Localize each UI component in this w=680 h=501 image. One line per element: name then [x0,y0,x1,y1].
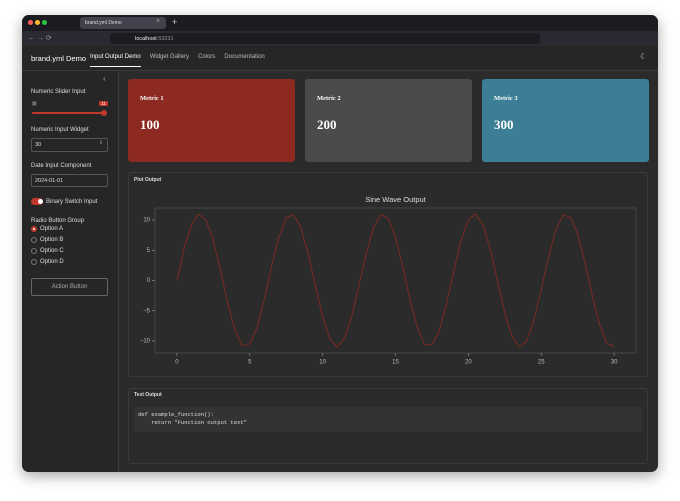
slider-value: 11 [99,101,108,106]
y-tick-label: 0 [147,278,151,284]
brand: brand.yml Demo [31,54,87,63]
x-tick-label: 30 [611,360,618,366]
nav-tabs: Input Output Demo Widget Gallery Colors Doc… [90,51,265,69]
radio-row: Option D [31,259,64,265]
code-block: def example_function(): return "Function… [134,407,642,432]
radio[interactable] [31,226,37,232]
button-label: Action Button [51,284,88,290]
url: localhost:53231 [135,36,174,42]
min-dot[interactable] [35,20,40,25]
radio-row: Option C [31,248,64,254]
url-bar[interactable] [110,33,540,44]
date-value: 2024-01-01 [35,178,64,184]
nav-tab[interactable]: Widget Gallery [149,54,190,60]
metric-card [128,79,295,162]
metric-value: 100 [140,117,160,132]
switch-label: Binary Switch Input [46,199,98,205]
collapse[interactable]: ‹ [103,74,106,83]
switch[interactable] [31,198,43,205]
slider-label: Numeric Slider Input [31,89,86,95]
chart-title: Sine Wave Output [365,195,427,204]
radio-option: Option C [40,248,64,254]
metric-value: 200 [317,117,337,132]
x-tick-label: 20 [465,360,472,366]
slider-min: 0 [32,101,37,106]
nav-tab[interactable]: Colors [198,54,216,60]
max-dot[interactable] [42,20,47,25]
radio-option: Option B [40,237,64,243]
close-dot[interactable] [28,20,33,25]
sidebar [22,71,119,472]
metric-label: Metric 3 [494,95,518,102]
metric-label: Metric 1 [140,95,164,102]
slider-track [32,112,104,114]
date-label: Date Input Component [31,163,92,169]
tab-bar [22,15,658,31]
theme-toggle[interactable]: ☾ [640,52,648,61]
numeric-label: Numeric Input Widget [31,127,89,133]
switch-knob [38,199,43,204]
y-tick-label: −10 [140,338,151,344]
code-line: return "Function output text" [138,419,247,426]
url-host: localhost [135,36,157,42]
nav-buttons[interactable]: ← → ⟳ [28,35,52,42]
radio-label: Radio Button Group [31,218,85,224]
date-input[interactable] [31,174,108,187]
url-port: :53231 [156,36,174,42]
x-tick-label: 0 [175,360,179,366]
x-tick-label: 10 [319,360,326,366]
tab[interactable] [80,17,166,29]
plot-header: Plot Output [134,177,162,183]
tab-title: brand.yml Demo [85,20,122,26]
nav-tab[interactable]: Documentation [224,54,265,60]
x-tick-label: 25 [538,360,545,366]
spinner[interactable]: ⇕ [99,140,104,146]
numeric-input[interactable] [31,138,108,152]
y-tick-label: −5 [143,308,151,314]
y-tick-label: 10 [143,218,150,224]
chart: Sine Wave Output −10 −5 0 5 10 0 5 10 15 20 25 30 [140,195,637,366]
y-tick-label: 5 [147,248,151,254]
numeric-value: 30 [35,142,42,148]
metric-card [482,79,649,162]
radio-row: Option B [31,237,63,243]
text-header: Text Output [134,392,162,398]
radio[interactable] [31,237,37,243]
plot-area [154,207,637,354]
new-tab[interactable]: + [172,17,178,27]
radio-option: Option A [40,226,64,232]
radio-option: Option D [40,259,64,265]
x-tick-label: 5 [248,360,252,366]
metric-label: Metric 2 [317,95,341,102]
radio[interactable] [31,259,37,265]
slider-handle[interactable] [101,110,107,116]
radio[interactable] [31,248,37,254]
sine-line [176,213,615,348]
code-line: def example_function(): [138,411,214,418]
browser-window: brand.yml Demo × + ← → ⟳ localhost:53231… [22,15,658,472]
action-button[interactable]: Action Button [31,278,108,296]
metric-card [305,79,472,162]
radio-row: Option A [31,226,63,232]
tab-close[interactable]: × [156,18,161,25]
metric-value: 300 [494,117,514,132]
nav-tab[interactable]: Input Output Demo [90,51,141,67]
x-tick-label: 15 [392,360,399,366]
